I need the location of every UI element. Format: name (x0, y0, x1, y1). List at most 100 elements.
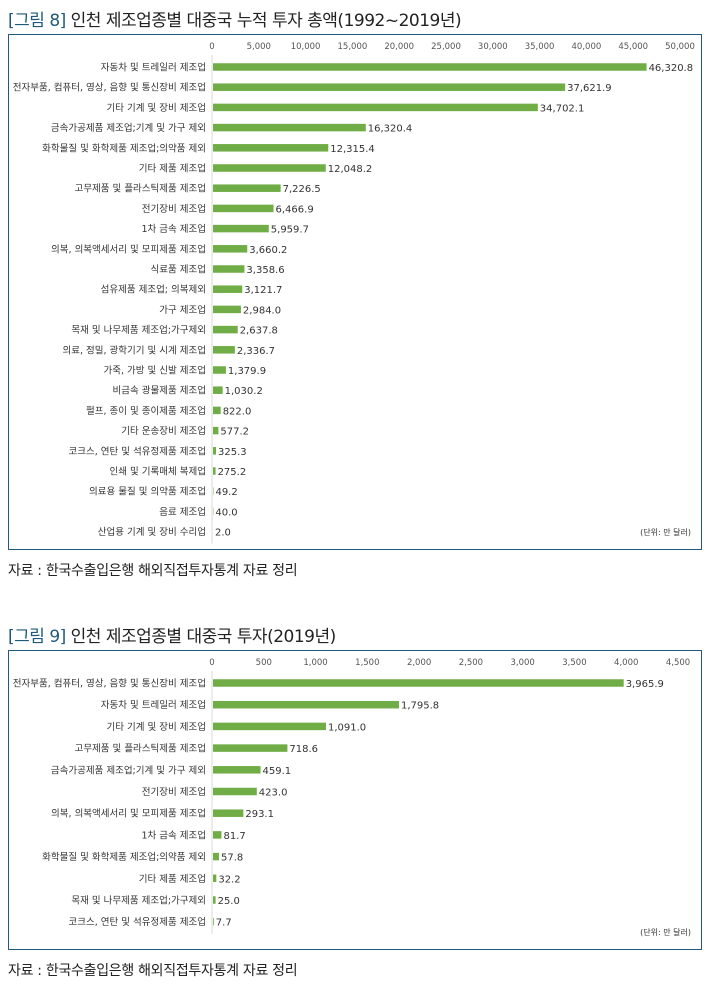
category-label: 기타 기계 및 장비 제조업 (107, 102, 206, 114)
data-label: 2.0 (215, 528, 231, 539)
figure-9-title-text: 인천 제조업종별 대중국 투자(2019년) (70, 627, 337, 647)
category-label: 금속가공제품 제조업;기계 및 가구 제외 (51, 764, 206, 776)
data-label: 293.1 (245, 809, 274, 820)
bar (213, 874, 217, 883)
chart-frame-cumulative: 0 5,000 10,000 15,000 20,000 25,000 30,000 35,0… (8, 34, 702, 550)
category-label: 의료, 정밀, 광학기기 및 시계 제조업 (63, 344, 207, 356)
bar (213, 144, 329, 152)
data-label: 2,984.0 (243, 305, 281, 316)
bar (213, 426, 219, 435)
bar (213, 467, 216, 475)
bar (213, 245, 248, 253)
bar (213, 722, 326, 731)
category-label: 화학물질 및 화학제품 제조업;의약품 제외 (42, 142, 206, 154)
data-label: 25.0 (218, 896, 240, 907)
figure-9-source: 자료 : 한국수출입은행 해외직접투자통계 자료 정리 (8, 963, 298, 979)
chart-2019-investment: 0 500 1,000 1,500 2,000 2,500 3,000 3,500 4,000 4… (13, 658, 691, 937)
data-label: 3,965.9 (626, 679, 664, 690)
bar (213, 852, 219, 861)
bar (213, 809, 244, 817)
x-tick-label: 15,000 (338, 42, 368, 52)
data-label: 46,320.8 (649, 63, 694, 74)
bar (213, 386, 223, 394)
category-label: 전기장비 제조업 (142, 786, 206, 798)
data-label: 1,379.9 (228, 366, 266, 377)
data-label: 1,091.0 (328, 722, 366, 733)
figure-8-title-text: 인천 제조업종별 대중국 누적 투자 총액(1992~2019년) (70, 11, 462, 31)
data-label: 40.0 (215, 507, 237, 518)
category-label: 식료품 제조업 (151, 264, 206, 276)
bar (213, 406, 221, 415)
x-tick-label: 40,000 (572, 42, 602, 52)
data-label: 459.1 (263, 766, 292, 777)
data-label: 5,959.7 (271, 225, 309, 236)
data-label: 7.7 (216, 918, 232, 929)
x-tick-label: 2,500 (459, 658, 483, 668)
bar (213, 184, 281, 192)
data-label: 718.6 (289, 744, 318, 755)
category-label: 자동차 및 트레일러 제조업 (101, 699, 206, 711)
unit-note: (단위: 만 달러) (640, 927, 691, 937)
x-tick-label: 45,000 (618, 42, 648, 52)
data-label: 81.7 (223, 831, 245, 842)
x-tick-label: 0 (209, 658, 214, 668)
x-tick-label: 35,000 (525, 42, 555, 52)
bar (213, 123, 366, 132)
data-label: 12,048.2 (328, 164, 373, 175)
category-label: 1차 금속 제조업 (141, 223, 206, 235)
bar (213, 103, 538, 112)
category-label: 의복, 의복액세서리 및 모피제품 제조업 (51, 808, 206, 820)
bar (213, 831, 222, 839)
bar (213, 325, 238, 334)
category-label: 펄프, 종이 및 종이제품 제조업 (86, 405, 206, 417)
bar (213, 766, 261, 774)
bar (213, 917, 214, 926)
bar (213, 744, 288, 752)
data-label: 12,315.4 (330, 144, 375, 155)
data-label: 16,320.4 (368, 124, 413, 135)
category-label: 전자부품, 컴퓨터, 영상, 음향 및 통신장비 제조업 (13, 82, 206, 94)
unit-note: (단위: 만 달러) (640, 527, 691, 537)
category-label: 고무제품 및 플라스틱제품 제조업 (75, 743, 206, 755)
category-label: 금속가공제품 제조업;기계 및 가구 제외 (51, 122, 206, 134)
data-label: 275.2 (218, 467, 247, 478)
figure-8-source: 자료 : 한국수출입은행 해외직접투자통계 자료 정리 (8, 563, 298, 579)
x-tick-label: 0 (209, 42, 214, 52)
bar (213, 896, 216, 904)
bar (213, 305, 241, 314)
x-tick-label: 25,000 (431, 42, 461, 52)
bar (213, 224, 269, 233)
bar (213, 787, 257, 796)
data-label: 423.0 (259, 788, 288, 799)
bar (213, 265, 245, 273)
chart-frame-2019: 0 500 1,000 1,500 2,000 2,500 3,000 3,500 4,000 4… (8, 650, 702, 950)
x-tick-label: 3,500 (562, 658, 586, 668)
data-label: 34,702.1 (540, 103, 585, 114)
category-label: 1차 금속 제조업 (141, 829, 206, 841)
bar (213, 83, 566, 91)
category-label: 인쇄 및 기록매체 복제업 (110, 466, 206, 478)
data-label: 3,121.7 (244, 285, 282, 296)
data-label: 1,030.2 (225, 386, 263, 397)
x-tick-label: 2,000 (407, 658, 431, 668)
data-label: 32.2 (218, 874, 240, 885)
data-label: 3,358.6 (246, 265, 284, 276)
x-tick-label: 20,000 (384, 42, 414, 52)
x-tick-label: 4,000 (614, 658, 638, 668)
bar (213, 204, 274, 213)
data-label: 37,621.9 (567, 83, 612, 94)
x-tick-label: 10,000 (291, 42, 321, 52)
bar (213, 700, 399, 709)
category-label: 목재 및 나무제품 제조업;가구제외 (71, 895, 206, 907)
category-label: 비금속 광물제품 제조업 (113, 385, 206, 397)
bar (213, 679, 624, 687)
category-label: 가구 제조업 (159, 304, 206, 316)
category-label: 자동차 및 트레일러 제조업 (101, 62, 206, 74)
category-label: 기타 운송장비 제조업 (121, 425, 206, 437)
category-label: 기타 제품 제조업 (139, 163, 206, 175)
x-tick-label: 50,000 (665, 42, 695, 52)
category-label: 전자부품, 컴퓨터, 영상, 음향 및 통신장비 제조업 (13, 678, 206, 690)
bar (213, 346, 235, 354)
category-label: 코크스, 연탄 및 석유정제품 제조업 (69, 916, 206, 928)
data-label: 2,336.7 (237, 346, 275, 357)
